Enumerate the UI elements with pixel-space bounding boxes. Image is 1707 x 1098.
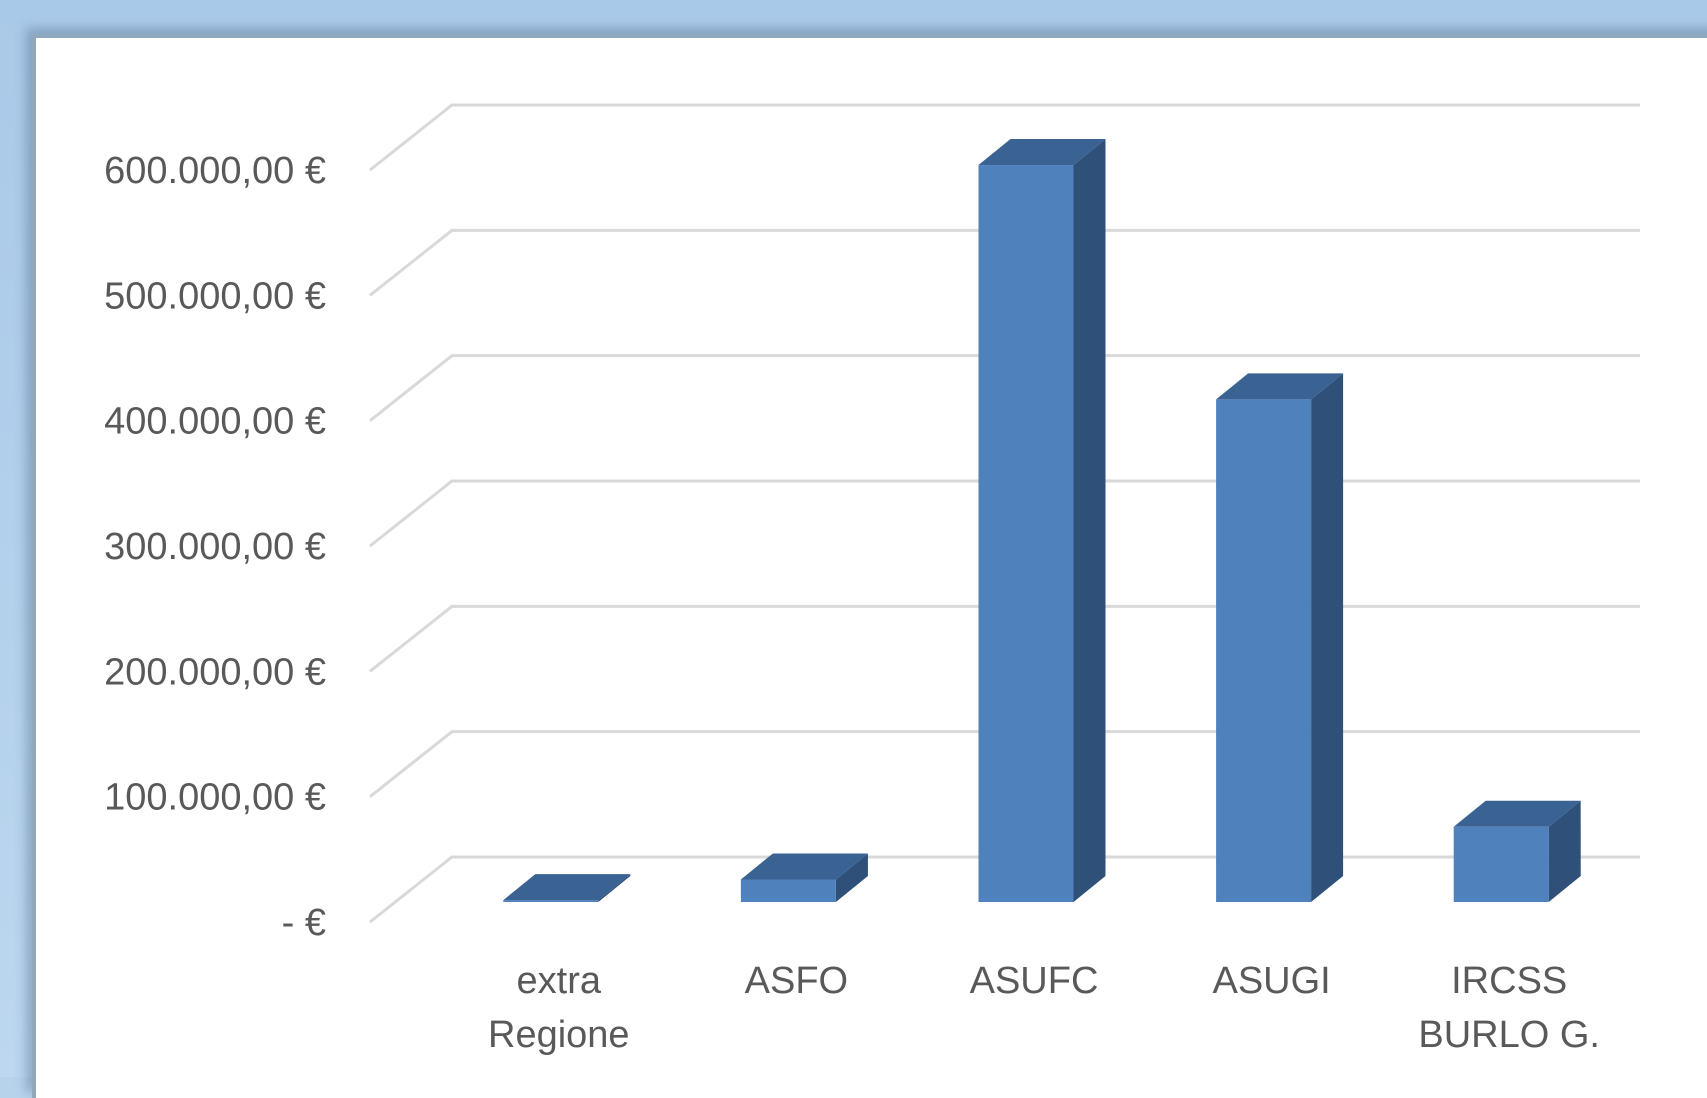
y-tick-label: 500.000,00 €: [104, 275, 326, 317]
bar: [740, 879, 836, 902]
bar-top: [740, 853, 868, 880]
y-tick-label: 100.000,00 €: [104, 777, 326, 819]
y-tick-label: 300.000,00 €: [104, 526, 326, 568]
bar: [503, 900, 599, 902]
chart-panel: [32, 34, 1707, 1098]
bar: [1453, 826, 1549, 902]
x-tick-label: Regione: [488, 1014, 630, 1056]
bar-top: [503, 874, 631, 901]
x-tick-label: IRCSS: [1451, 960, 1567, 1002]
bar-top: [1453, 800, 1581, 827]
x-tick-label: ASFO: [745, 960, 848, 1002]
gridline: [369, 354, 1640, 422]
gridline: [369, 228, 1640, 297]
x-tick-label: ASUFC: [970, 960, 1099, 1002]
y-tick-label: - €: [282, 902, 326, 944]
bar: [1216, 399, 1312, 902]
x-tick-label: BURLO G.: [1418, 1014, 1600, 1056]
x-tick-label: extra: [517, 960, 602, 1002]
bar-side: [835, 853, 868, 902]
bar-side: [1311, 373, 1344, 902]
bar-side: [1548, 800, 1581, 902]
bar-side: [1073, 139, 1106, 903]
bar-top: [1216, 373, 1344, 400]
y-tick-label: 600.000,00 €: [104, 150, 326, 192]
x-tick-label: ASUGI: [1212, 960, 1330, 1002]
bar-side: [598, 874, 631, 902]
bar: [978, 165, 1074, 903]
gridline: [369, 103, 1640, 172]
y-tick-label: 400.000,00 €: [104, 401, 326, 443]
y-tick-label: 200.000,00 €: [104, 651, 326, 693]
bar-top: [978, 139, 1106, 166]
